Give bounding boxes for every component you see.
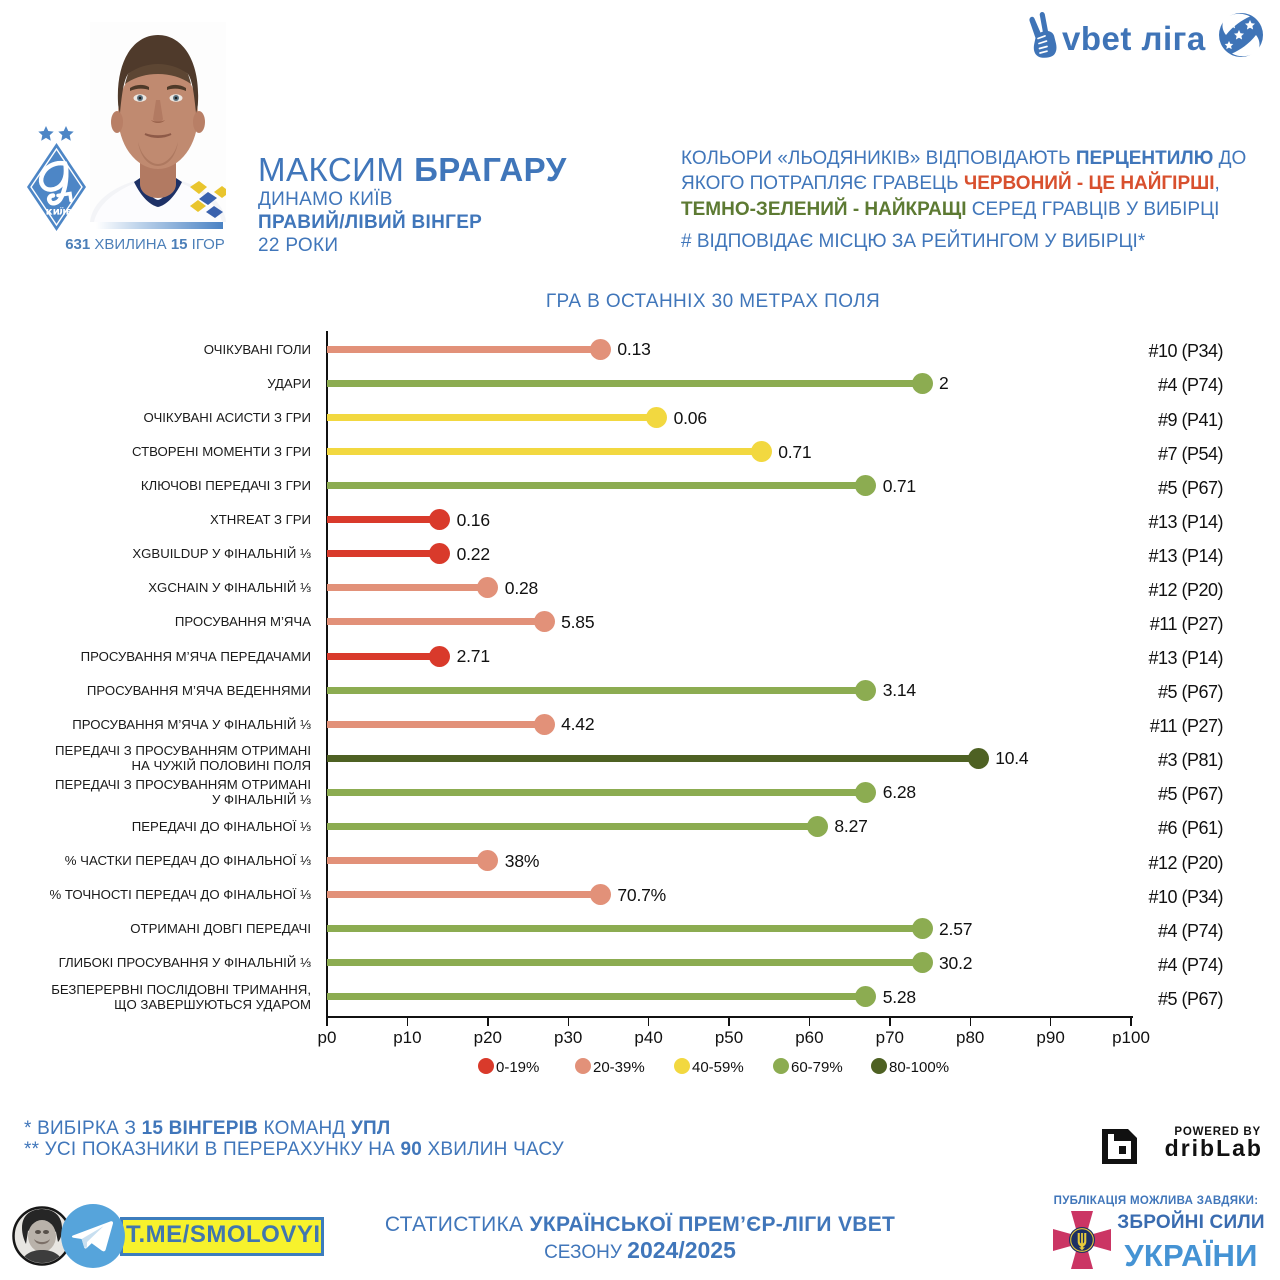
- svg-text:dribLab: dribLab: [1165, 1135, 1263, 1161]
- svg-text:POWERED BY: POWERED BY: [1174, 1126, 1261, 1138]
- svg-text:vbet ліга: vbet ліга: [1062, 20, 1206, 57]
